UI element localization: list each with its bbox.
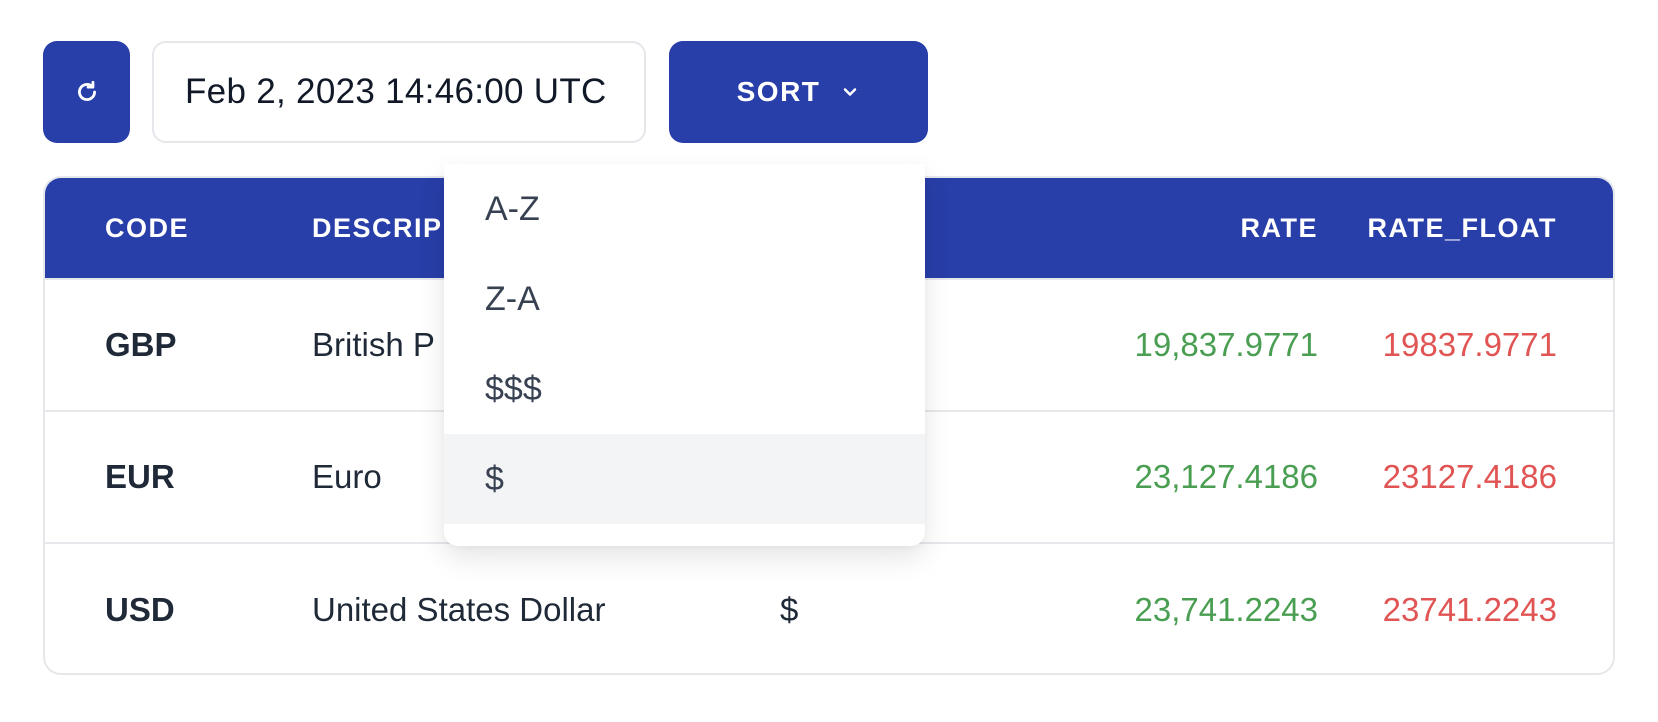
cell-rate: 19,837.9771	[1134, 326, 1318, 363]
sort-option-high-price[interactable]: $$$	[485, 369, 542, 408]
cell-description: British P	[312, 326, 435, 363]
cell-code: USD	[105, 590, 175, 628]
cell-rate-float: 19837.9771	[1382, 326, 1557, 363]
cell-code: EUR	[105, 458, 175, 495]
sort-dropdown-menu: A-Z Z-A $$$ $	[444, 164, 925, 546]
sort-option-low-price[interactable]: $	[444, 434, 925, 524]
header-rate: RATE	[1240, 212, 1318, 243]
cell-code: GBP	[105, 326, 177, 363]
cell-rate: 23,741.2243	[1134, 590, 1318, 628]
chevron-down-icon	[840, 82, 860, 102]
refresh-button[interactable]	[43, 41, 130, 143]
table-row: USD United States Dollar $ 23,741.2243 2…	[45, 543, 1613, 673]
header-rate-float: RATE_FLOAT	[1367, 212, 1557, 243]
sort-button[interactable]: SORT	[669, 41, 928, 143]
sort-option-z-a[interactable]: Z-A	[485, 279, 540, 318]
cell-description: Euro	[312, 458, 382, 495]
cell-description: United States Dollar	[312, 590, 606, 628]
header-code: CODE	[105, 212, 190, 243]
cell-rate-float: 23127.4186	[1382, 458, 1557, 495]
cell-rate: 23,127.4186	[1134, 458, 1318, 495]
sort-label: SORT	[736, 76, 821, 107]
header-description: DESCRIP	[312, 212, 443, 243]
cell-symbol: $	[780, 590, 799, 628]
refresh-icon	[74, 79, 100, 105]
date-display[interactable]: Feb 2, 2023 14:46:00 UTC	[152, 41, 646, 143]
sort-option-a-z[interactable]: A-Z	[485, 189, 540, 228]
cell-rate-float: 23741.2243	[1382, 590, 1557, 628]
